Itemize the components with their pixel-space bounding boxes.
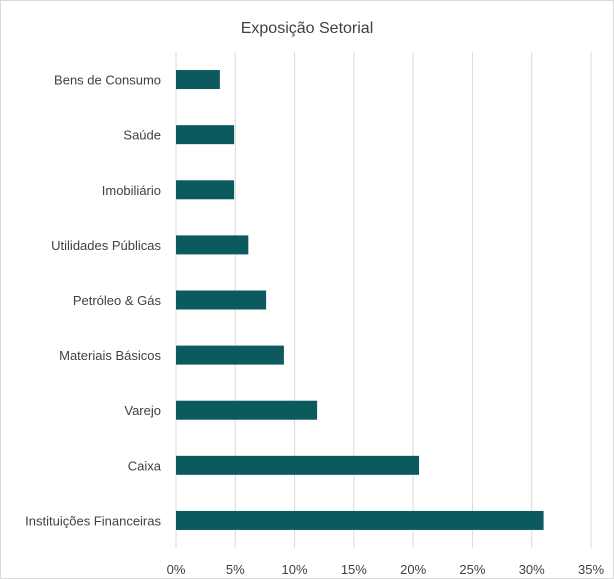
x-tick-label: 30% [519, 562, 545, 577]
x-tick-label: 35% [578, 562, 604, 577]
y-category-label: Petróleo & Gás [73, 293, 162, 308]
x-tick-label: 20% [400, 562, 426, 577]
x-tick-label: 5% [226, 562, 245, 577]
x-tick-label: 25% [459, 562, 485, 577]
bar [176, 290, 267, 310]
y-category-label: Bens de Consumo [54, 73, 161, 88]
bar [176, 70, 220, 90]
y-category-label: Saúde [123, 128, 161, 143]
y-category-label: Materiais Básicos [59, 348, 161, 363]
bar [176, 345, 284, 365]
bar [176, 180, 235, 200]
x-tick-label: 10% [282, 562, 308, 577]
chart-title: Exposição Setorial [240, 20, 374, 37]
y-category-label: Varejo [124, 403, 161, 418]
bar [176, 400, 318, 420]
x-tick-label: 15% [341, 562, 367, 577]
y-category-label: Caixa [128, 458, 162, 473]
bar [176, 125, 235, 145]
y-category-label: Instituições Financeiras [25, 513, 161, 528]
bar [176, 455, 420, 475]
x-tick-label: 0% [167, 562, 186, 577]
y-category-label: Utilidades Públicas [51, 238, 161, 253]
y-category-label: Imobiliário [102, 183, 161, 198]
bar [176, 235, 249, 255]
bar [176, 510, 544, 530]
